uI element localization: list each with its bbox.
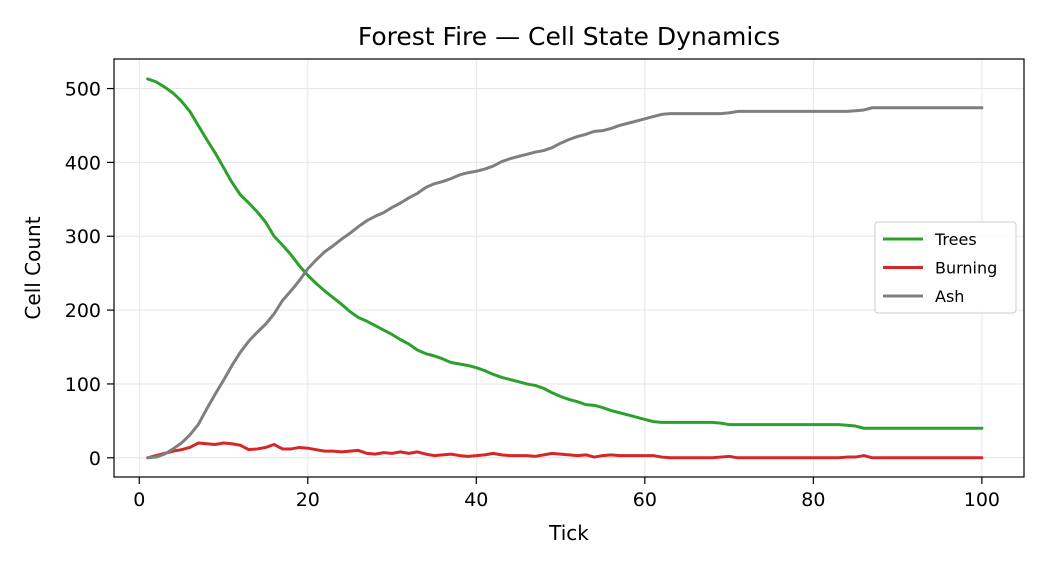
y-tick-label: 0 (89, 448, 101, 470)
legend-label-ash: Ash (935, 287, 964, 306)
series-line-ash (146, 106, 984, 460)
x-tick-label: 60 (633, 489, 657, 511)
x-tick-label: 100 (964, 489, 1000, 511)
x-tick-label: 80 (801, 489, 825, 511)
plot-frame (113, 58, 1025, 478)
y-tick-label: 300 (65, 226, 101, 248)
legend-frame (874, 221, 1017, 314)
x-axis-label: Tick (548, 521, 589, 545)
legend: Trees Burning Ash (874, 221, 1017, 314)
legend-label-burning: Burning (935, 259, 997, 278)
series-line-trees (146, 77, 984, 430)
y-tick-label: 200 (65, 300, 101, 322)
y-tick-label: 100 (65, 374, 101, 396)
x-tick-label: 20 (296, 489, 320, 511)
axis-ticks: 0 20 40 60 80 100 0 100 200 300 400 500 (65, 79, 1000, 511)
y-axis-label: Cell Count (21, 216, 45, 319)
series-line-burning (146, 441, 984, 460)
y-tick-label: 500 (65, 79, 101, 101)
legend-label-trees: Trees (934, 230, 977, 249)
series-layer (146, 77, 984, 460)
x-tick-label: 40 (464, 489, 488, 511)
chart-title: Forest Fire — Cell State Dynamics (358, 22, 780, 51)
y-tick-label: 400 (65, 152, 101, 174)
x-tick-label: 0 (133, 489, 145, 511)
